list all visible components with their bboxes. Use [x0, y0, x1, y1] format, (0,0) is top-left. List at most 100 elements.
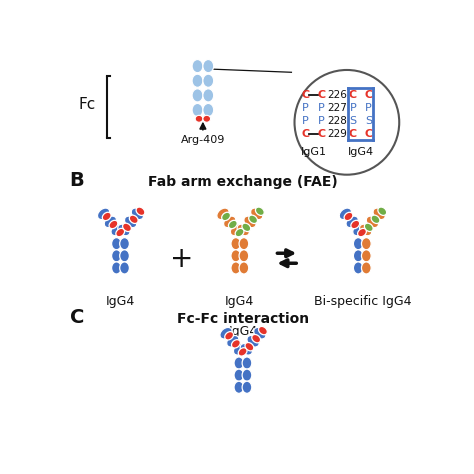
Ellipse shape — [111, 250, 121, 262]
Circle shape — [294, 70, 399, 175]
Ellipse shape — [237, 224, 249, 236]
Text: P: P — [302, 103, 309, 113]
Text: IgG4: IgG4 — [106, 295, 135, 308]
Ellipse shape — [354, 262, 363, 274]
Ellipse shape — [120, 237, 129, 250]
Ellipse shape — [239, 250, 249, 262]
Ellipse shape — [354, 250, 363, 262]
Text: S: S — [365, 116, 372, 126]
Text: Fab arm exchange (FAE): Fab arm exchange (FAE) — [148, 174, 338, 189]
Ellipse shape — [371, 215, 380, 223]
Text: S: S — [349, 116, 356, 126]
Ellipse shape — [378, 207, 387, 216]
Ellipse shape — [362, 262, 371, 274]
Ellipse shape — [125, 216, 137, 228]
Ellipse shape — [217, 208, 229, 219]
Ellipse shape — [254, 328, 266, 339]
Text: P: P — [318, 103, 325, 113]
Ellipse shape — [231, 237, 241, 250]
Ellipse shape — [362, 250, 371, 262]
Ellipse shape — [98, 208, 109, 219]
Text: 228: 228 — [328, 116, 347, 126]
Ellipse shape — [353, 224, 365, 236]
Text: P: P — [365, 103, 372, 113]
Text: C: C — [365, 129, 373, 139]
Ellipse shape — [354, 237, 363, 250]
Ellipse shape — [120, 250, 129, 262]
Ellipse shape — [244, 216, 256, 228]
Ellipse shape — [225, 332, 234, 340]
Text: C: C — [349, 90, 357, 100]
Text: Fc: Fc — [79, 97, 96, 112]
Ellipse shape — [234, 357, 244, 369]
Ellipse shape — [203, 89, 214, 102]
Ellipse shape — [230, 224, 243, 236]
Ellipse shape — [222, 212, 230, 220]
Text: B: B — [70, 171, 84, 190]
Ellipse shape — [242, 381, 252, 393]
Ellipse shape — [111, 262, 121, 274]
Ellipse shape — [192, 89, 203, 102]
Text: Arg-409: Arg-409 — [181, 135, 225, 145]
Ellipse shape — [339, 208, 352, 219]
Text: 229: 229 — [328, 129, 347, 139]
Ellipse shape — [120, 262, 129, 274]
Ellipse shape — [192, 60, 203, 73]
Ellipse shape — [228, 220, 237, 228]
Ellipse shape — [234, 381, 244, 393]
Text: C: C — [301, 90, 310, 100]
Ellipse shape — [116, 228, 125, 237]
Text: IgG4: IgG4 — [347, 146, 374, 156]
Ellipse shape — [245, 343, 254, 351]
Ellipse shape — [373, 208, 385, 219]
Ellipse shape — [227, 336, 239, 347]
Ellipse shape — [357, 228, 366, 237]
Ellipse shape — [118, 224, 130, 236]
Text: 226: 226 — [328, 90, 347, 100]
Ellipse shape — [102, 212, 111, 220]
Ellipse shape — [366, 216, 379, 228]
Ellipse shape — [224, 216, 236, 228]
Ellipse shape — [255, 207, 264, 216]
Text: C: C — [365, 90, 373, 100]
Ellipse shape — [220, 328, 232, 339]
Text: Fc-Fc interaction: Fc-Fc interaction — [177, 312, 309, 327]
Ellipse shape — [344, 212, 353, 220]
Ellipse shape — [195, 115, 203, 122]
Text: C: C — [70, 308, 84, 327]
Ellipse shape — [234, 369, 244, 381]
Ellipse shape — [131, 208, 144, 219]
Ellipse shape — [203, 103, 214, 117]
Ellipse shape — [111, 224, 123, 236]
Text: IgG4: IgG4 — [228, 325, 257, 338]
Ellipse shape — [365, 223, 373, 231]
Ellipse shape — [252, 335, 261, 343]
Text: IgG1: IgG1 — [301, 146, 327, 156]
Ellipse shape — [242, 369, 252, 381]
Ellipse shape — [109, 220, 118, 228]
Text: +: + — [170, 245, 193, 273]
Ellipse shape — [251, 208, 263, 219]
Ellipse shape — [192, 74, 203, 87]
Text: C: C — [318, 129, 326, 139]
Ellipse shape — [362, 237, 371, 250]
Text: C: C — [318, 90, 326, 100]
Text: C: C — [349, 129, 357, 139]
Ellipse shape — [104, 216, 117, 228]
Ellipse shape — [136, 207, 145, 216]
Text: P: P — [350, 103, 356, 113]
Text: Bi-specific IgG4: Bi-specific IgG4 — [313, 295, 411, 308]
Ellipse shape — [240, 344, 253, 355]
Ellipse shape — [203, 115, 210, 122]
Ellipse shape — [123, 223, 131, 231]
Ellipse shape — [346, 216, 358, 228]
Ellipse shape — [351, 220, 360, 228]
Ellipse shape — [360, 224, 372, 236]
Ellipse shape — [203, 74, 214, 87]
Text: 227: 227 — [328, 103, 347, 113]
Ellipse shape — [249, 215, 257, 223]
Text: P: P — [302, 116, 309, 126]
Text: C: C — [301, 129, 310, 139]
Ellipse shape — [235, 228, 244, 237]
Ellipse shape — [242, 357, 252, 369]
